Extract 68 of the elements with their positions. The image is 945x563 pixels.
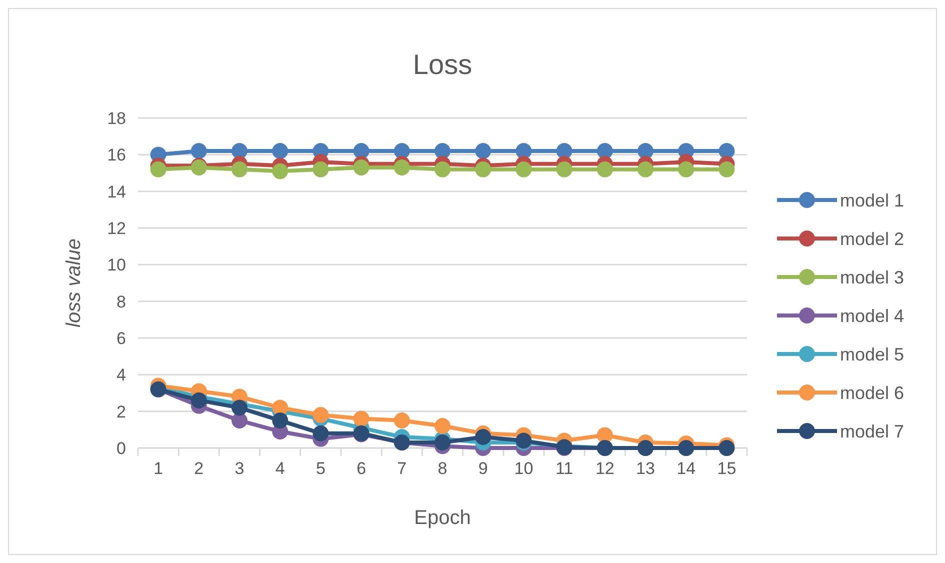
point (232, 400, 248, 416)
point (718, 161, 735, 178)
point (232, 412, 248, 428)
point (190, 392, 207, 408)
legend-label: model 5 (840, 344, 904, 364)
point (434, 143, 450, 159)
x-tick-label: 7 (397, 459, 407, 478)
point (434, 434, 450, 450)
point (678, 161, 694, 178)
x-tick-label: 5 (316, 459, 326, 478)
point (353, 410, 370, 427)
legend-label: model 7 (840, 421, 904, 442)
y-tick-label: 0 (116, 438, 126, 458)
point (150, 161, 166, 178)
point (596, 427, 613, 444)
point (475, 143, 492, 159)
y-tick-label: 10 (107, 256, 126, 275)
x-tick-label: 8 (438, 459, 448, 478)
point (190, 143, 207, 159)
y-tick-label: 12 (107, 218, 126, 238)
point (516, 161, 532, 178)
point (638, 143, 654, 159)
point (232, 143, 248, 159)
x-tick-label: 9 (478, 459, 488, 478)
point (272, 143, 288, 159)
chart-title: Loss (412, 49, 472, 80)
point (556, 161, 572, 178)
x-tick-label: 13 (636, 459, 655, 478)
point (596, 161, 613, 178)
x-tick-label: 6 (356, 459, 366, 478)
legend-label: model 6 (840, 382, 904, 403)
y-tick-label: 8 (116, 292, 126, 312)
legend-label: model 1 (840, 190, 904, 210)
y-tick-label: 4 (116, 366, 126, 385)
point (312, 407, 329, 423)
x-tick-label: 4 (275, 459, 285, 478)
y-axis-title: loss value (63, 238, 85, 328)
point (232, 161, 248, 178)
y-tick-label: 16 (107, 146, 126, 165)
point (475, 429, 492, 445)
point (312, 425, 329, 442)
legend-label: model 3 (840, 267, 904, 288)
x-tick-label: 15 (717, 459, 736, 478)
x-tick-label: 11 (555, 459, 574, 478)
point (434, 161, 450, 178)
y-tick-label: 2 (116, 402, 126, 422)
y-tick-label: 14 (107, 182, 126, 202)
x-axis-title: Epoch (414, 507, 471, 529)
point (353, 160, 370, 176)
legend-label: model 4 (840, 306, 904, 326)
point (638, 161, 654, 178)
point (272, 412, 288, 428)
point (272, 400, 288, 416)
y-tick-label: 18 (107, 108, 126, 128)
point (394, 412, 410, 428)
x-tick-label: 14 (676, 459, 696, 478)
point (394, 160, 410, 176)
y-tick-label: 6 (116, 328, 126, 348)
x-tick-label: 12 (595, 459, 614, 478)
legend-label: model 2 (840, 228, 904, 249)
x-tick-label: 10 (514, 459, 534, 478)
point (272, 163, 288, 180)
x-tick-label: 3 (234, 459, 244, 478)
x-tick-label: 2 (194, 459, 204, 478)
point (475, 161, 492, 178)
x-tick-label: 1 (154, 459, 164, 478)
point (434, 418, 450, 434)
point (312, 161, 329, 178)
